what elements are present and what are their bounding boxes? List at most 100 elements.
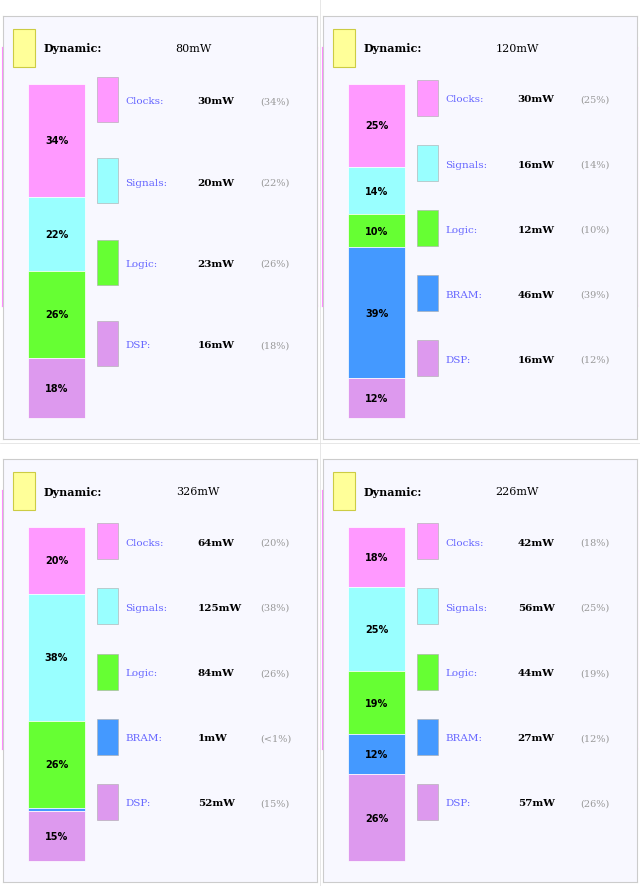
Bar: [323, 664, 637, 672]
FancyBboxPatch shape: [97, 78, 118, 122]
Text: 1: 1: [156, 842, 164, 853]
FancyBboxPatch shape: [66, 756, 129, 817]
Text: 0: 0: [156, 399, 164, 410]
Text: DSP:: DSP:: [445, 355, 471, 364]
Text: BRAM: BRAM: [460, 338, 500, 349]
Bar: [3, 170, 317, 178]
Text: 19%: 19%: [365, 698, 388, 708]
Bar: [323, 639, 637, 647]
FancyBboxPatch shape: [380, 533, 442, 574]
FancyBboxPatch shape: [66, 820, 129, 878]
FancyBboxPatch shape: [122, 134, 191, 167]
FancyBboxPatch shape: [3, 820, 66, 878]
FancyBboxPatch shape: [386, 377, 449, 435]
Text: Signals:: Signals:: [125, 603, 168, 612]
Text: FDE (LUTRAM): FDE (LUTRAM): [60, 462, 191, 476]
Text: (26%): (26%): [580, 798, 610, 807]
Bar: [323, 286, 637, 293]
Bar: [3, 548, 317, 556]
FancyBboxPatch shape: [348, 671, 404, 734]
FancyBboxPatch shape: [28, 595, 84, 721]
Bar: [323, 613, 637, 620]
Text: BRAM:: BRAM:: [125, 734, 163, 742]
FancyBboxPatch shape: [116, 103, 204, 136]
Bar: [3, 66, 317, 74]
FancyBboxPatch shape: [449, 820, 511, 878]
FancyBboxPatch shape: [348, 734, 404, 774]
Text: DSP:: DSP:: [445, 798, 471, 807]
FancyBboxPatch shape: [511, 377, 574, 435]
FancyBboxPatch shape: [480, 142, 558, 178]
FancyBboxPatch shape: [574, 756, 637, 817]
FancyBboxPatch shape: [323, 313, 386, 374]
Bar: [3, 157, 317, 165]
Text: 8: 8: [476, 842, 484, 853]
Text: (25%): (25%): [580, 603, 610, 612]
Text: URAM: URAM: [203, 781, 243, 792]
FancyBboxPatch shape: [97, 240, 118, 285]
Text: X4Y1: X4Y1: [303, 532, 312, 554]
Text: 25%: 25%: [365, 121, 388, 131]
FancyBboxPatch shape: [442, 97, 511, 139]
Text: 2653: 2653: [339, 399, 370, 410]
Text: X6Y2: X6Y2: [156, 270, 164, 291]
Text: 22%: 22%: [45, 229, 68, 240]
Bar: [323, 183, 637, 190]
FancyBboxPatch shape: [417, 341, 438, 377]
Bar: [3, 183, 317, 190]
Bar: [3, 600, 317, 608]
FancyBboxPatch shape: [129, 165, 185, 193]
Text: 0: 0: [539, 842, 547, 853]
Bar: [323, 535, 637, 543]
Text: 4: 4: [282, 399, 289, 410]
Text: X3Y1: X3Y1: [618, 231, 627, 253]
FancyBboxPatch shape: [28, 682, 60, 713]
Text: Signals:: Signals:: [445, 603, 488, 612]
Text: 0: 0: [219, 399, 227, 410]
Bar: [3, 208, 317, 216]
Bar: [3, 664, 317, 672]
Text: DSP: DSP: [273, 338, 298, 349]
FancyBboxPatch shape: [449, 313, 511, 374]
Text: 27mW: 27mW: [518, 734, 555, 742]
Text: (12%): (12%): [580, 355, 610, 364]
Text: 16mW: 16mW: [518, 160, 555, 169]
Bar: [323, 703, 637, 711]
FancyBboxPatch shape: [28, 358, 84, 418]
Text: 5762: 5762: [82, 842, 113, 853]
FancyBboxPatch shape: [66, 313, 129, 374]
Text: TDCE KNN (BRAM): TDCE KNN (BRAM): [380, 19, 548, 33]
Text: 16mW: 16mW: [518, 355, 555, 364]
FancyBboxPatch shape: [129, 377, 191, 435]
Text: LUT: LUT: [342, 338, 367, 349]
Text: Dynamic:: Dynamic:: [364, 43, 422, 54]
Bar: [3, 80, 317, 88]
FancyBboxPatch shape: [3, 313, 66, 374]
Text: X4Y2: X4Y2: [441, 708, 450, 729]
Bar: [3, 105, 317, 113]
Text: 3415: 3415: [19, 399, 50, 410]
Text: (19%): (19%): [580, 668, 610, 678]
FancyBboxPatch shape: [574, 820, 637, 878]
Text: 18%: 18%: [45, 384, 68, 393]
Text: (d): (d): [333, 460, 362, 478]
Text: DSP:: DSP:: [125, 341, 151, 350]
Text: Logic:: Logic:: [445, 668, 477, 678]
FancyBboxPatch shape: [323, 377, 386, 435]
Text: 30mW: 30mW: [198, 97, 234, 106]
Bar: [3, 286, 317, 293]
FancyBboxPatch shape: [348, 84, 404, 168]
Text: (c): (c): [13, 460, 40, 478]
Bar: [3, 562, 317, 569]
Text: URAM: URAM: [203, 338, 243, 349]
Text: 20%: 20%: [45, 556, 68, 566]
Text: (25%): (25%): [580, 95, 610, 105]
FancyBboxPatch shape: [333, 29, 355, 67]
Bar: [323, 80, 637, 88]
Bar: [3, 299, 317, 307]
Bar: [323, 509, 637, 517]
Text: 40: 40: [472, 399, 488, 410]
FancyBboxPatch shape: [455, 178, 511, 208]
Text: 326mW: 326mW: [175, 486, 219, 496]
Text: Logic:: Logic:: [445, 225, 477, 235]
